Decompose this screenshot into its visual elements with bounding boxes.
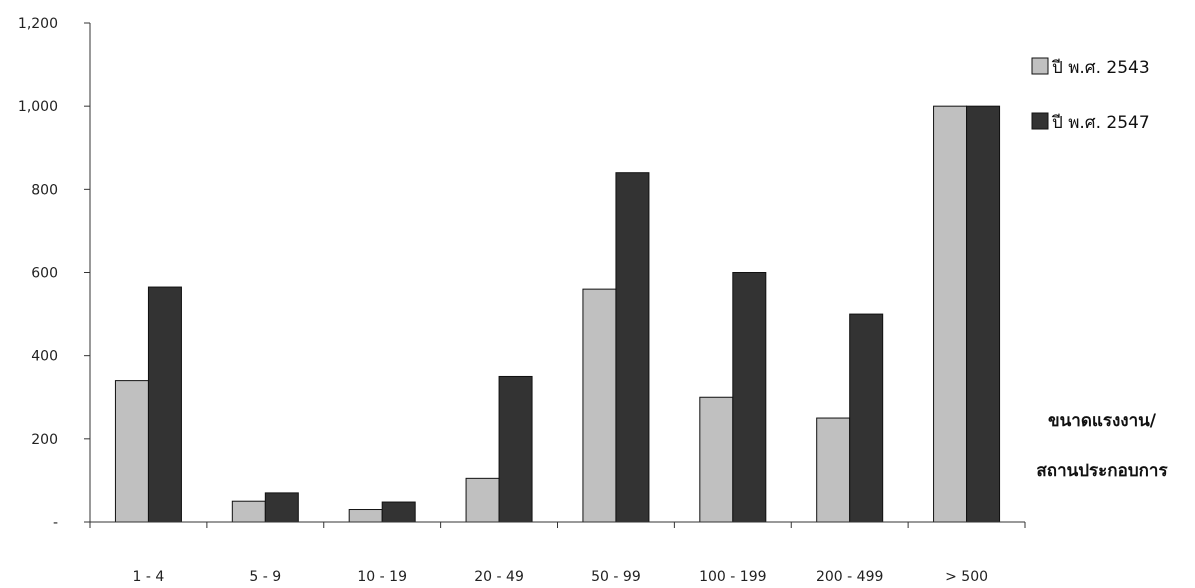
bar-series-2	[147, 286, 182, 523]
y-tick-label: 200	[31, 432, 58, 448]
legend-swatch	[1031, 57, 1049, 75]
x-tick-label: 20 - 49	[474, 569, 524, 585]
x-tick-label: > 500	[945, 569, 988, 585]
bar-series-2	[264, 492, 299, 523]
legend-label: ปี พ.ศ. 2543	[1051, 58, 1150, 78]
bar-series-1	[816, 417, 851, 523]
bar-series-2	[966, 105, 1001, 523]
y-tick-label: 800	[31, 182, 58, 198]
bar-series-1	[231, 500, 266, 523]
bar-series-2	[498, 375, 533, 523]
x-axis-label-line-2: สถานประกอบการ	[1036, 461, 1168, 481]
bar-series-1	[114, 380, 149, 523]
x-tick-label: 5 - 9	[249, 569, 281, 585]
x-tick-label: 50 - 99	[591, 569, 641, 585]
bar-series-2	[849, 313, 884, 523]
y-tick-label: -	[53, 515, 58, 531]
bar-series-1	[699, 396, 734, 523]
bar-series-1	[348, 509, 383, 523]
y-tick-label: 600	[31, 266, 58, 282]
x-tick-label: 10 - 19	[357, 569, 407, 585]
bar-series-1	[465, 477, 500, 523]
bar-series-1	[582, 288, 617, 523]
bar-series-2	[732, 272, 767, 523]
x-axis-label-line-1: ขนาดแรงงาน/	[1048, 411, 1157, 431]
y-tick-label: 1,000	[18, 99, 58, 115]
y-tick-label: 1,200	[18, 16, 58, 32]
bar-series-2	[381, 501, 416, 523]
legend-label: ปี พ.ศ. 2547	[1051, 113, 1150, 133]
legend-swatch	[1031, 112, 1049, 130]
x-tick-label: 100 - 199	[699, 569, 766, 585]
bar-series-2	[615, 172, 650, 523]
y-tick-label: 400	[31, 349, 58, 365]
bar-series-1	[933, 105, 968, 523]
x-tick-label: 200 - 499	[816, 569, 883, 585]
x-tick-label: 1 - 4	[133, 569, 165, 585]
